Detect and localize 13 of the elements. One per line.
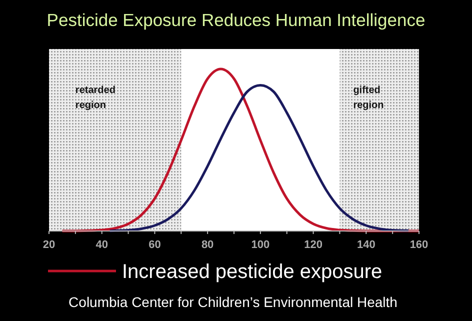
legend-label: Increased pesticide exposure — [122, 261, 382, 283]
text: Columbia Center for Children’s Environmental Health — [68, 294, 398, 310]
x-tick-label: 120 — [304, 239, 322, 251]
x-tick-label: 160 — [410, 239, 428, 251]
chart-title: Pesticide Exposure Reduces Human Intelligence — [46, 10, 426, 30]
x-tick-label: 40 — [96, 239, 108, 251]
x-tick-label: 60 — [148, 239, 161, 251]
x-tick-label: 80 — [201, 239, 214, 251]
x-tick-label: 140 — [356, 239, 376, 251]
x-tick-label: 100 — [251, 239, 270, 251]
band-label: retarded region — [75, 85, 116, 111]
x-tick-label: 20 — [42, 239, 56, 251]
band-label: gifted region — [353, 85, 384, 111]
